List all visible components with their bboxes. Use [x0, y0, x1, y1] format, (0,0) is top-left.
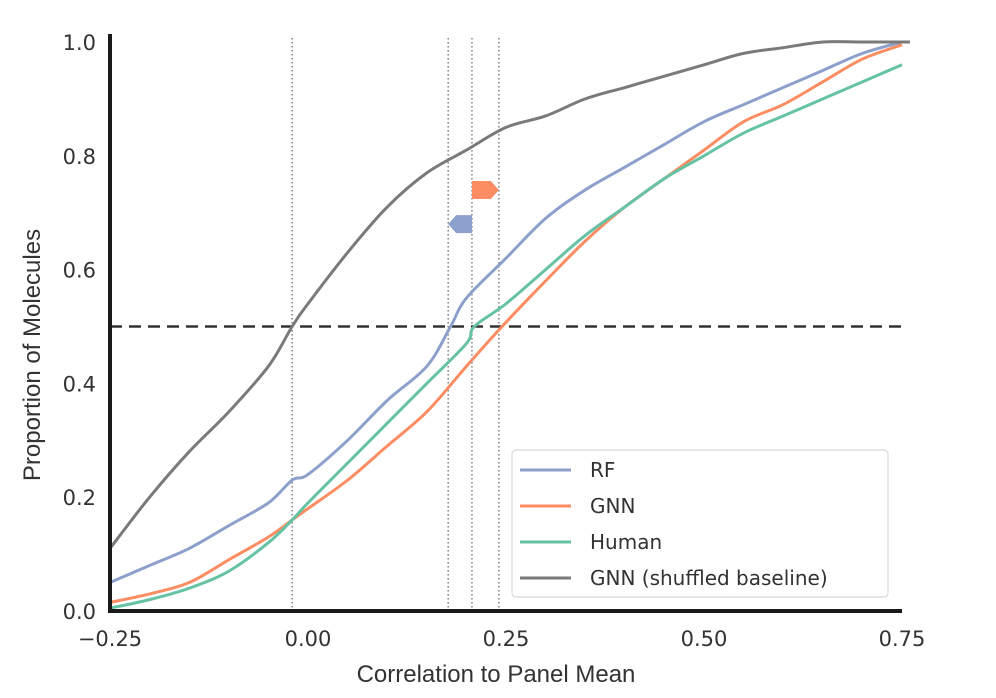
tick-labels: −0.25 0.00 0.25 0.50 0.75 0.0 0.2 0.4 0.6 0.8 1.0: [63, 31, 926, 651]
y-axis-label: Proportion of Molecules: [19, 229, 46, 481]
legend-label: RF: [590, 458, 615, 482]
y-tick-label: 1.0: [63, 31, 96, 55]
y-tick-label: 0.0: [63, 600, 96, 624]
legend-label: GNN (shuffled baseline): [590, 566, 828, 590]
legend-label: GNN: [590, 494, 635, 518]
arrow-left: [448, 215, 472, 234]
y-tick-label: 0.4: [63, 372, 96, 396]
y-tick-label: 0.8: [63, 145, 96, 169]
x-tick-label: 0.50: [681, 627, 728, 651]
reference-lines: [110, 38, 902, 611]
x-tick-label: 0.00: [285, 627, 332, 651]
x-tick-label: −0.25: [78, 627, 142, 651]
series-line-human: [109, 63, 903, 610]
annotation-arrows: [448, 180, 499, 234]
legend: RF GNN Human GNN (shuffled baseline): [511, 449, 889, 598]
x-tick-label: 0.25: [483, 627, 530, 651]
x-axis-label: Correlation to Panel Mean: [357, 661, 636, 688]
legend-box: [511, 449, 889, 598]
series-lines: [108, 40, 910, 610]
axes: [108, 34, 902, 613]
series-line-rf: [109, 40, 903, 584]
series-line-gnn: [109, 43, 903, 604]
y-tick-label: 0.6: [63, 259, 96, 283]
legend-label: Human: [590, 530, 662, 554]
x-tick-label: 0.75: [879, 627, 926, 651]
arrow-right: [471, 180, 499, 199]
y-tick-label: 0.2: [63, 486, 96, 510]
series-line-gnn-shuffled-baseline: [108, 40, 910, 550]
